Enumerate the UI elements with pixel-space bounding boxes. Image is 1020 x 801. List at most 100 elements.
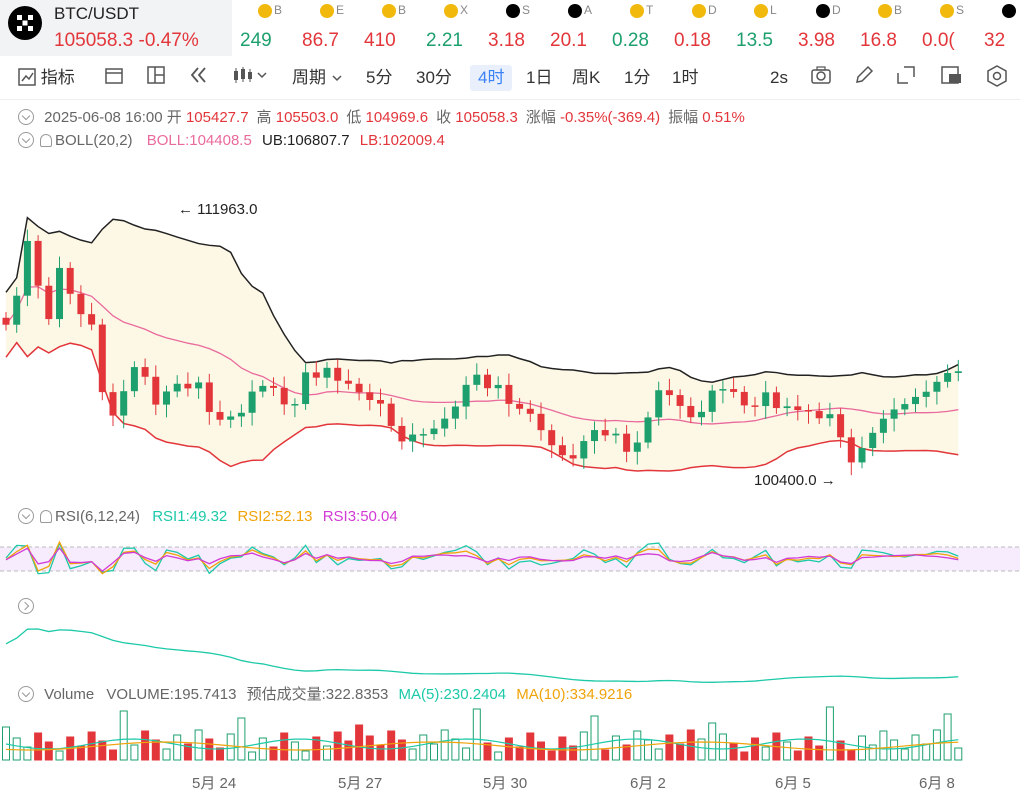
volume-bar — [312, 736, 321, 761]
candle-body — [205, 382, 213, 412]
collapse-icon[interactable] — [18, 686, 34, 702]
ticker-bar: BTC/USDT 105058.3 -0.47% B 249 E 86.7 B 410 X 2… — [0, 0, 1020, 56]
bell-icon[interactable] — [40, 134, 52, 147]
ticker-item[interactable]: T 0.28 — [612, 0, 674, 56]
interval-6[interactable]: 1时 — [672, 68, 699, 87]
collapse-icon[interactable] — [18, 109, 34, 125]
ticker-item-label: D — [708, 3, 717, 17]
layout-icon[interactable] — [146, 65, 166, 91]
expand-icon[interactable] — [18, 598, 34, 614]
ticker-item-value: 13.5 — [736, 30, 773, 51]
volume-bar — [697, 738, 706, 761]
rsi1-value: RSI1:49.32 — [152, 508, 228, 525]
collapse-icon[interactable] — [18, 132, 34, 148]
ticker-item-value: 2.21 — [426, 30, 463, 51]
indicators-button[interactable]: 指标 — [18, 65, 75, 91]
ticker-item-value: 0.0( — [922, 30, 955, 51]
ticker-item-value: 249 — [240, 30, 272, 51]
volume-bar — [34, 732, 43, 761]
ticker-item[interactable]: E 86.7 — [302, 0, 364, 56]
candle-body — [687, 405, 695, 418]
ticker-item-value: 410 — [364, 30, 396, 51]
candle-body — [847, 437, 855, 463]
ticker-item[interactable]: 32 — [984, 0, 1020, 56]
ticker-item-label: E — [336, 3, 345, 17]
candle-body — [302, 372, 310, 405]
candle-body — [344, 380, 352, 384]
bell-icon[interactable] — [40, 510, 52, 523]
volume-bar — [12, 737, 21, 761]
boll-value: BOLL:104408.5 — [146, 132, 252, 149]
refresh-interval[interactable]: 2s — [770, 68, 788, 87]
ticker-item[interactable]: B 249 — [240, 0, 302, 56]
candle-body — [933, 381, 941, 392]
interval-1[interactable]: 30分 — [416, 68, 452, 87]
binance-icon — [940, 4, 954, 18]
candle-body — [740, 391, 748, 406]
toolbar: 指标 周期 5分 30分 4时 1日 周K 1分 1时 2s — [0, 56, 1020, 100]
volume-bar — [868, 744, 877, 761]
ticker-item[interactable]: S 0.0( — [922, 0, 984, 56]
rsi3-line — [5, 546, 959, 572]
volume-bar — [44, 741, 53, 761]
ticker-item[interactable]: B 16.8 — [860, 0, 922, 56]
okx-icon — [506, 4, 520, 18]
camera-icon[interactable] — [810, 65, 832, 91]
candle-body — [45, 285, 53, 320]
volume-bar — [900, 748, 909, 761]
x-axis-label: 5月 30 — [483, 775, 528, 792]
volume-bar — [376, 744, 385, 761]
volume-bar — [569, 745, 578, 761]
ticker-item[interactable]: D 3.98 — [798, 0, 860, 56]
calendar-icon[interactable] — [104, 65, 124, 91]
rewind-icon[interactable] — [188, 65, 208, 91]
ticker-item[interactable]: B 410 — [364, 0, 426, 56]
collapse-icon[interactable] — [18, 508, 34, 524]
x-axis-label: 5月 24 — [192, 775, 237, 792]
volume-bar — [333, 731, 342, 761]
ticker-item-value: 20.1 — [550, 30, 587, 51]
template-icon[interactable] — [940, 65, 962, 91]
binance-icon — [754, 4, 768, 18]
pencil-icon[interactable] — [854, 65, 874, 91]
volume-bar — [547, 750, 556, 761]
candle-body — [644, 417, 652, 443]
candle-body — [494, 384, 502, 389]
volume-bar — [194, 729, 203, 761]
period-dropdown[interactable]: 周期 — [292, 65, 343, 91]
ticker-item[interactable]: L 13.5 — [736, 0, 798, 56]
pair-symbol: BTC/USDT — [54, 4, 139, 23]
rsi3-value: RSI3:50.04 — [322, 508, 398, 525]
candle-body — [366, 392, 374, 400]
volume-bar — [686, 729, 695, 761]
ticker-main-pair[interactable]: BTC/USDT 105058.3 -0.47% — [0, 0, 232, 56]
interval-5[interactable]: 1分 — [624, 68, 651, 87]
ticker-item[interactable]: A 20.1 — [550, 0, 612, 56]
ticker-item[interactable]: D 0.18 — [674, 0, 736, 56]
ticker-item[interactable]: S 3.18 — [488, 0, 550, 56]
candle-body — [516, 403, 524, 409]
candle-body — [944, 373, 952, 382]
chart-line-icon — [18, 68, 36, 86]
settings-icon[interactable] — [986, 65, 1008, 91]
interval-3[interactable]: 1日 — [526, 68, 553, 87]
interval-4[interactable]: 周K — [572, 68, 601, 87]
ticker-item-label: B — [274, 3, 283, 17]
low-annotation: 100400.0 → — [754, 472, 836, 489]
ticker-item[interactable]: X 2.21 — [426, 0, 488, 56]
interval-0[interactable]: 5分 — [366, 68, 393, 87]
binance-icon — [630, 4, 644, 18]
volume-bar — [248, 751, 257, 761]
volume-bar — [226, 733, 235, 761]
candle-body — [184, 383, 192, 389]
fullscreen-icon[interactable] — [896, 65, 916, 91]
volume-bar — [622, 744, 631, 761]
boll-lb-value: LB:102009.4 — [359, 132, 445, 149]
okx-icon — [1002, 4, 1016, 18]
expand-indicator[interactable] — [18, 598, 40, 615]
interval-2[interactable]: 4时 — [470, 65, 513, 91]
volume-bar — [472, 708, 481, 761]
x-axis-label: 6月 2 — [630, 775, 666, 792]
candle-type-dropdown[interactable] — [232, 65, 268, 91]
